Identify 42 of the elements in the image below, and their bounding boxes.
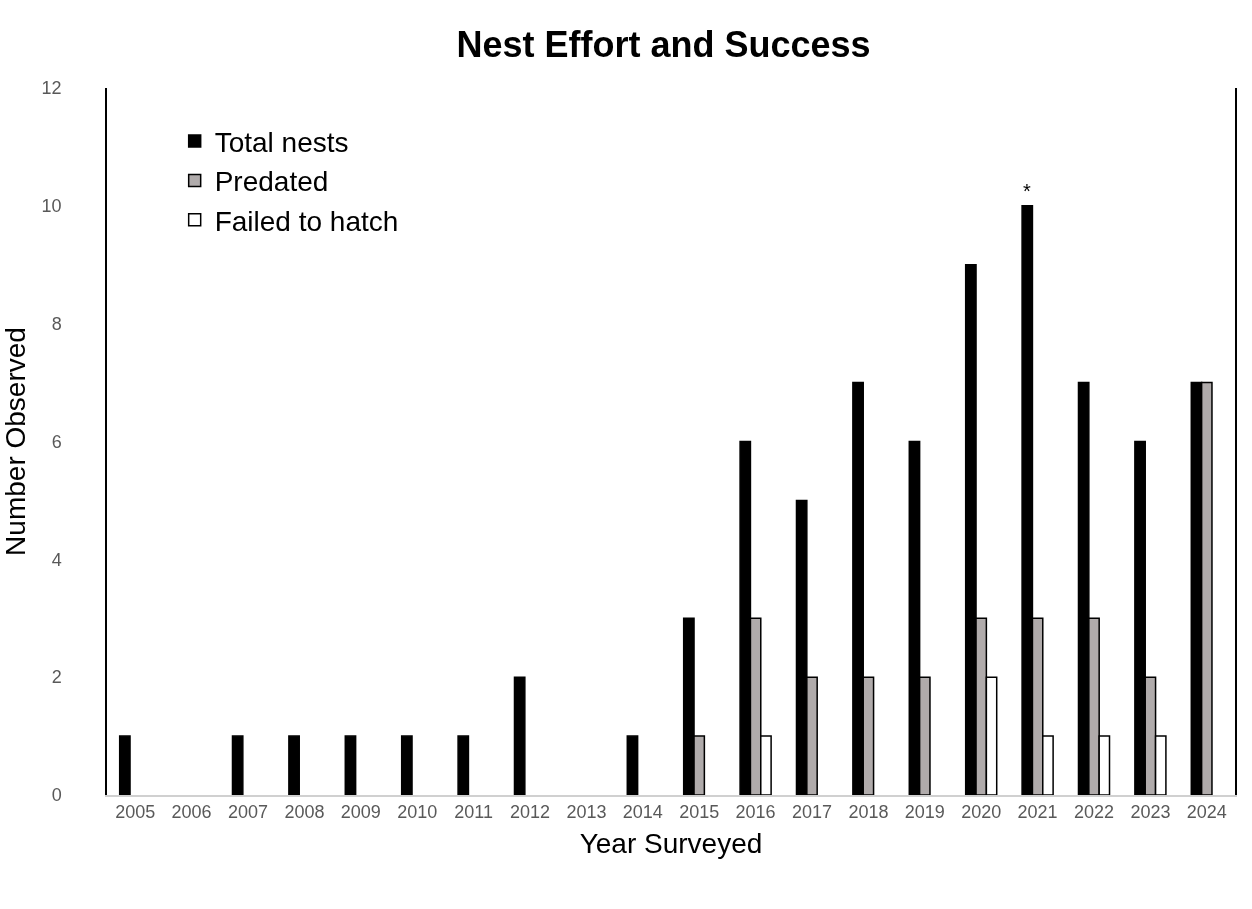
y-tick-label: 0 [51,785,62,806]
x-tick-label: 2008 [284,802,325,823]
x-tick-label: 2006 [171,802,212,823]
bar [344,735,357,795]
annotation: * [1023,180,1031,202]
x-tick-label: 2012 [509,802,551,823]
x-tick-label: 2016 [735,802,776,823]
y-tick-label: 4 [51,549,62,570]
x-tick-label: 2009 [340,802,381,823]
x-tick-label: 2007 [227,802,269,823]
legend-label: Total nests [214,126,349,158]
bar [231,735,244,795]
legend-label: Predated [214,166,329,198]
x-tick-label: 2024 [1186,802,1227,823]
x-tick-label: 2017 [791,802,833,823]
y-tick-label: 2 [51,667,62,688]
x-tick-label: 2014 [622,802,663,823]
y-axis-title: Number Observed [0,327,31,556]
x-tick-label: 2022 [1073,802,1115,823]
y-tick-label: 10 [41,196,62,217]
x-tick-label: 2010 [397,802,438,823]
x-tick-label: 2015 [679,802,720,823]
x-tick-label: 2019 [904,802,945,823]
bar [457,735,470,795]
x-tick-label: 2013 [566,802,607,823]
x-tick-label: 2018 [848,802,889,823]
bar [400,735,413,795]
x-tick-label: 2021 [1017,802,1058,823]
bar [626,735,639,795]
bar [118,735,131,795]
y-tick-label: 12 [41,78,62,99]
x-tick-label: 2011 [454,802,493,823]
chart-title: Nest Effort and Success [456,24,871,66]
legend-label: Failed to hatch [214,205,399,237]
bar [513,676,526,795]
x-tick-label: 2020 [961,802,1002,823]
y-tick-label: 6 [51,431,62,452]
bar [288,735,300,795]
x-tick-label: 2023 [1130,802,1171,823]
x-axis-title: Year Surveyed [579,827,763,859]
y-tick-label: 8 [51,313,62,334]
x-tick-label: 2005 [115,802,156,823]
